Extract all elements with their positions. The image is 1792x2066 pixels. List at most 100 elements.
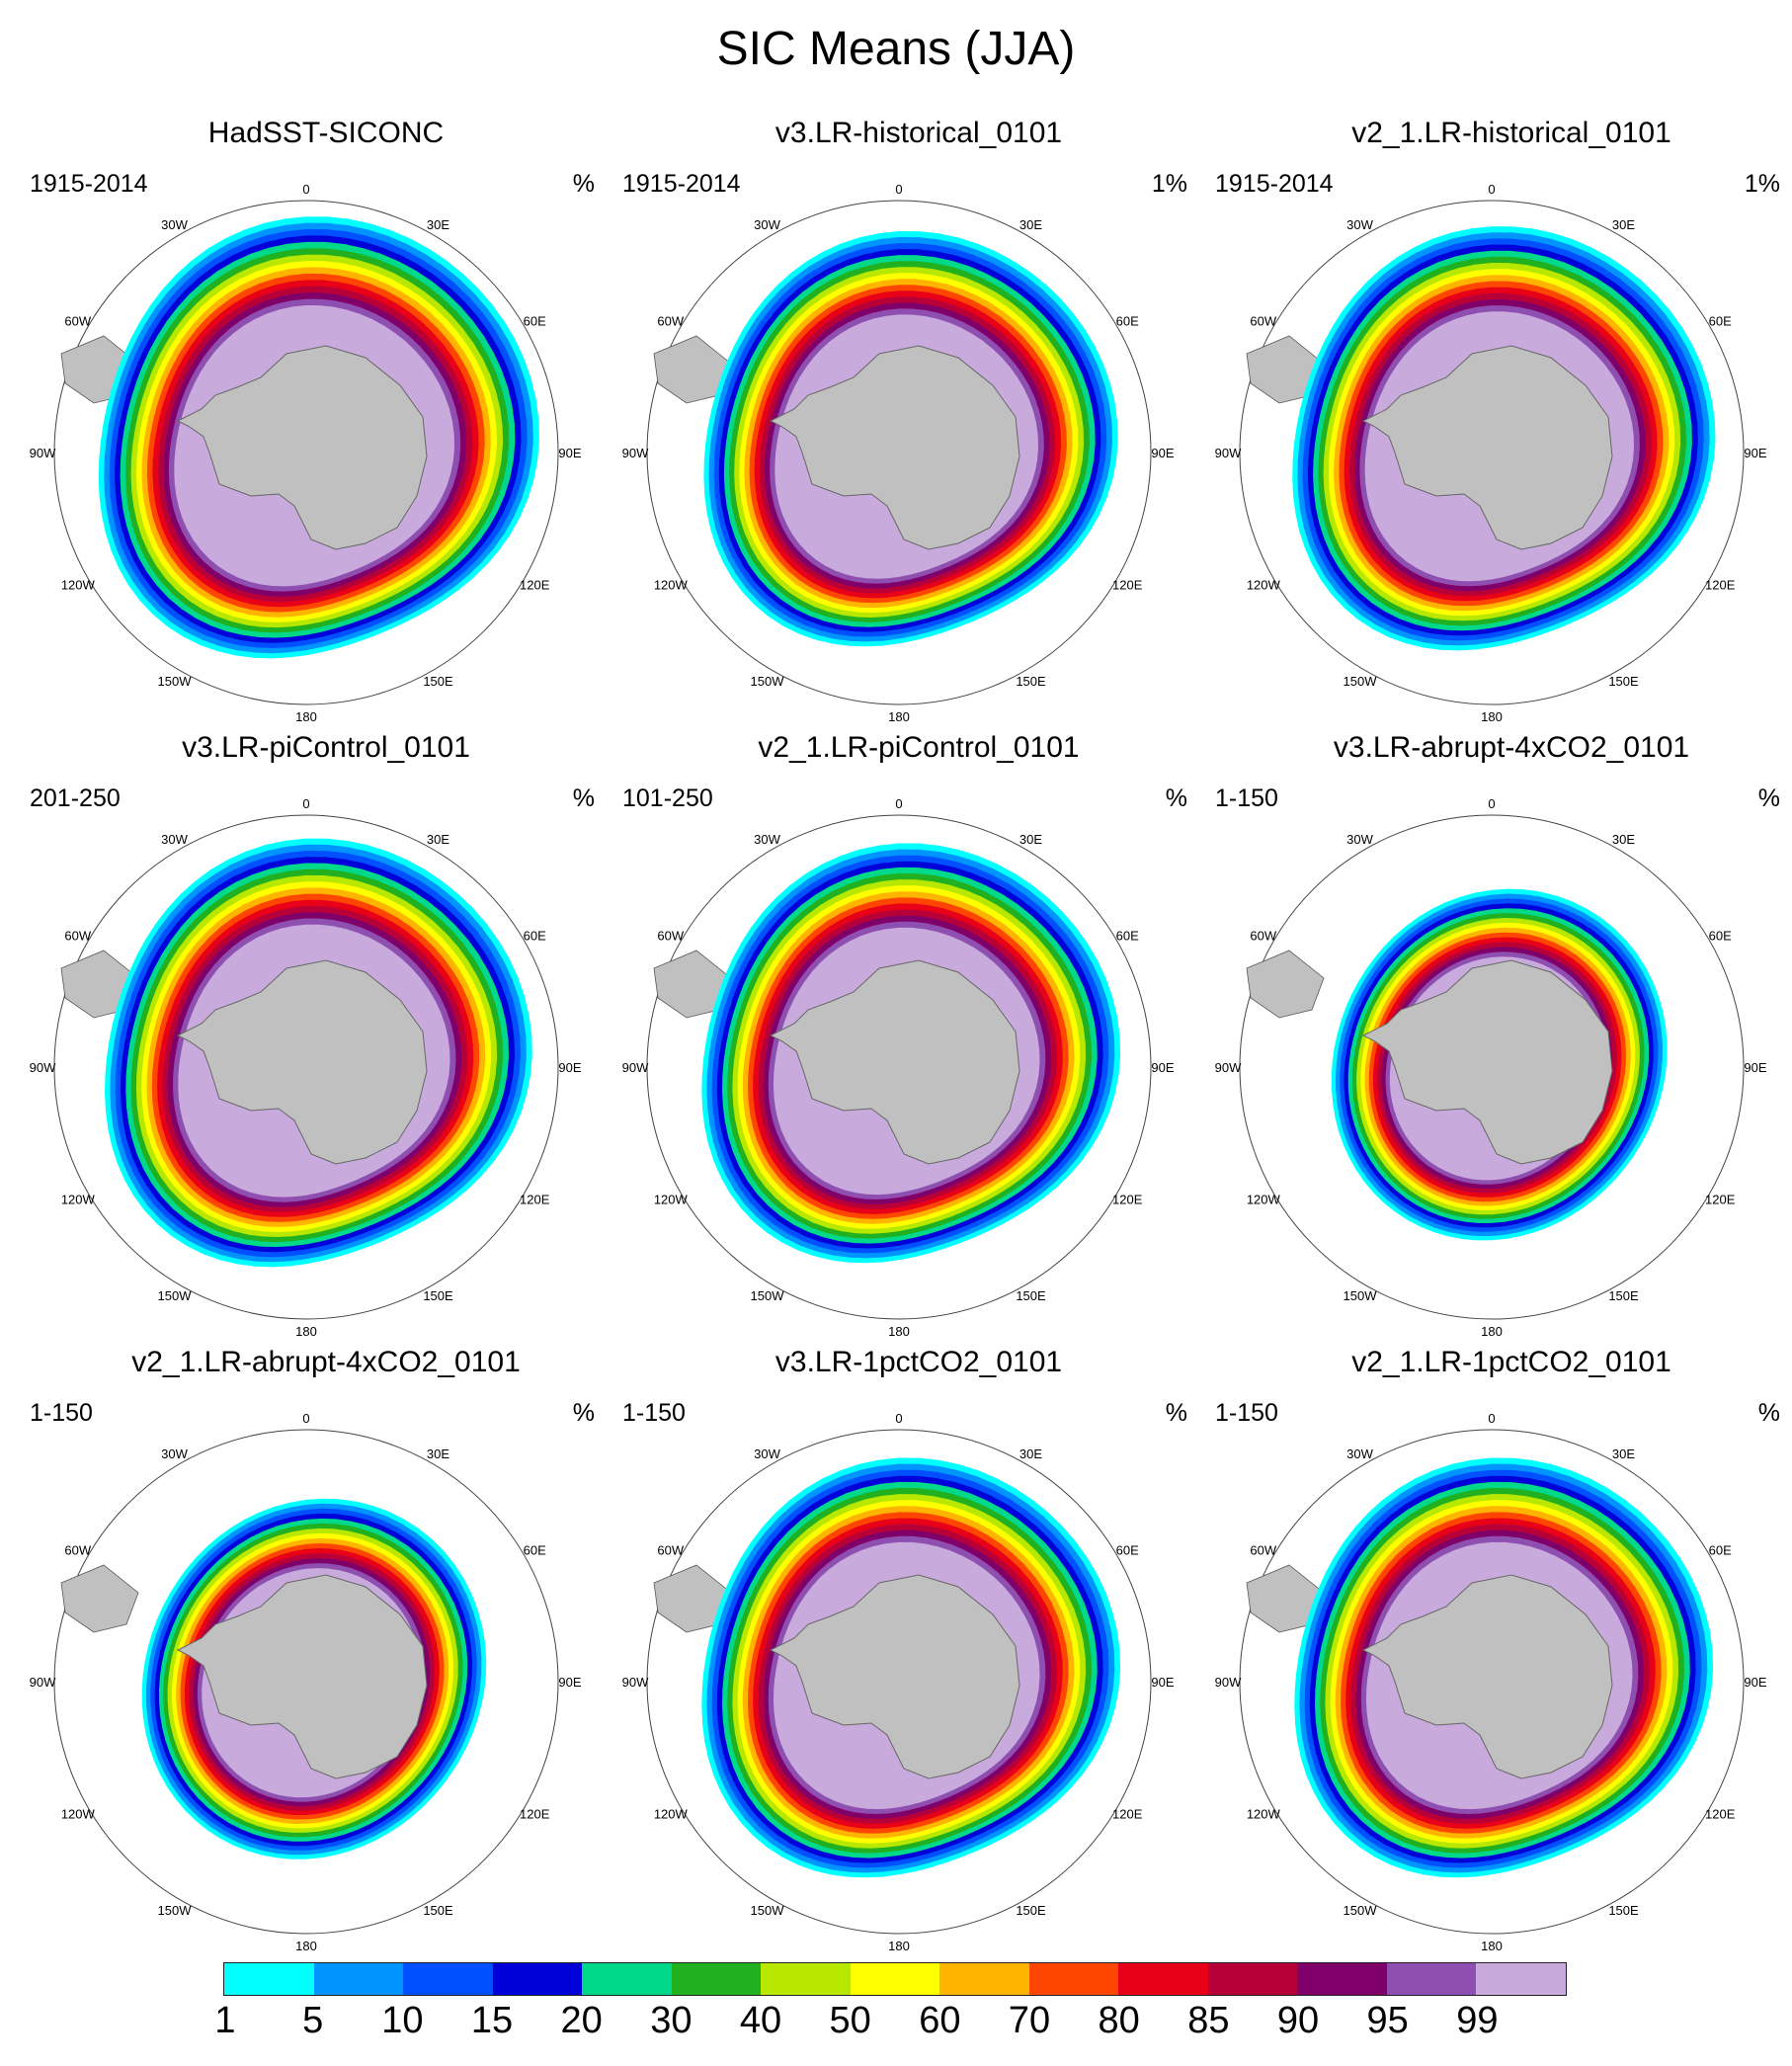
- longitude-label: 60W: [657, 929, 684, 944]
- panel-units: %: [1757, 785, 1780, 812]
- panel-title: v3.LR-historical_0101: [774, 117, 1063, 149]
- longitude-label: 180: [295, 1324, 317, 1339]
- longitude-label: 90E: [1744, 446, 1766, 460]
- longitude-label: 150E: [1608, 674, 1639, 689]
- longitude-label: 30E: [1612, 1446, 1635, 1461]
- longitude-label: 30W: [754, 832, 780, 847]
- longitude-label: 90W: [622, 1060, 649, 1075]
- panel-units: 1%: [1151, 170, 1187, 198]
- antarctica-land: [769, 345, 1020, 550]
- longitude-label: 0: [1488, 182, 1495, 197]
- longitude-label: 30E: [1019, 1446, 1042, 1461]
- longitude-label: 180: [1481, 709, 1503, 724]
- colorbar-box: [761, 1963, 851, 1995]
- colorbar-label: 90: [1276, 2000, 1320, 2041]
- longitude-label: 120E: [1705, 578, 1736, 593]
- antarctica-land: [1361, 1574, 1613, 1779]
- panel-title: v2_1.LR-historical_0101: [1351, 117, 1671, 149]
- longitude-label: 60W: [64, 314, 91, 329]
- longitude-label: 120E: [520, 1193, 550, 1207]
- longitude-label: 150W: [751, 1288, 785, 1303]
- longitude-label: 120W: [61, 578, 96, 593]
- longitude-label: 30E: [427, 1446, 449, 1461]
- longitude-label: 60E: [1116, 314, 1139, 329]
- longitude-label: 60W: [1250, 314, 1276, 329]
- colorbar-label: 99: [1456, 2000, 1499, 2041]
- colorbar-label: 95: [1366, 2000, 1409, 2041]
- polar-map: 0 30E 60E 90E 120E 150E 180 150W 120W 90W 60W 30W: [1215, 182, 1767, 724]
- panel-period: 201-250: [30, 785, 121, 812]
- longitude-label: 150E: [423, 1288, 453, 1303]
- longitude-label: 180: [888, 1324, 910, 1339]
- longitude-label: 120E: [520, 578, 550, 593]
- panel-period: 1-150: [30, 1399, 93, 1427]
- map-panel: v2_1.LR-1pctCO2_0101 1-150% 0 30E 60E 90E 120E…: [1215, 1346, 1792, 1958]
- longitude-label: 0: [895, 182, 902, 197]
- longitude-label: 0: [302, 182, 309, 197]
- longitude-label: 90E: [558, 1060, 581, 1075]
- colorbar: [223, 1962, 1567, 1996]
- colorbar-box: [850, 1963, 940, 1995]
- polar-map: 0 30E 60E 90E 120E 150E 180 150W 120W 90W 60W 30W: [1215, 796, 1767, 1339]
- longitude-label: 30E: [427, 217, 449, 232]
- longitude-label: 30W: [1346, 217, 1373, 232]
- longitude-label: 60E: [1709, 929, 1732, 944]
- map-panel: v3.LR-historical_0101 1915-2014 1% 0 30E 60E 9…: [622, 117, 1215, 729]
- colorbar-label: 85: [1187, 2000, 1230, 2041]
- longitude-label: 60E: [1116, 929, 1139, 944]
- colorbar-box: [313, 1963, 404, 1995]
- longitude-label: 150W: [1344, 1903, 1378, 1918]
- map-panel: v2_1.LR-piControl_0101 101-250% 0 30E 60E 90E…: [622, 731, 1215, 1344]
- colorbar-label: 50: [829, 2000, 871, 2041]
- south-america-land: [1246, 950, 1325, 1019]
- longitude-label: 90E: [558, 1675, 581, 1690]
- colorbar-box: [1028, 1963, 1119, 1995]
- longitude-label: 120W: [654, 1193, 689, 1207]
- longitude-label: 120E: [1112, 578, 1143, 593]
- longitude-label: 150W: [1344, 674, 1378, 689]
- longitude-label: 60W: [657, 314, 684, 329]
- panel-title: v2_1.LR-abrupt-4xCO2_0101: [131, 1346, 521, 1378]
- colorbar-label: 20: [560, 2000, 603, 2041]
- panel-period: 1-150: [1215, 785, 1278, 812]
- longitude-label: 120E: [1705, 1193, 1736, 1207]
- colorbar-box: [403, 1963, 493, 1995]
- longitude-label: 150W: [158, 1903, 193, 1918]
- longitude-label: 90E: [1151, 1675, 1174, 1690]
- panel-units: %: [572, 785, 595, 812]
- colorbar-box: [1297, 1963, 1387, 1995]
- panel-title: v2_1.LR-piControl_0101: [758, 731, 1080, 764]
- colorbar-label: 30: [650, 2000, 692, 2041]
- colorbar-box: [939, 1963, 1029, 1995]
- longitude-label: 30E: [1019, 217, 1042, 232]
- longitude-label: 90W: [622, 446, 649, 460]
- colorbar-labels: 1 5 10 15 20 30 40 50 60 70 80 85 90 95 99: [214, 2000, 1567, 2049]
- antarctica-land: [769, 959, 1020, 1165]
- panel-units: %: [1757, 1399, 1780, 1427]
- longitude-label: 90W: [622, 1675, 649, 1690]
- longitude-label: 30E: [1612, 832, 1635, 847]
- longitude-label: 150E: [423, 674, 453, 689]
- polar-map: 0 30E 60E 90E 120E 150E 180 150W 120W 90W 60W 30W: [622, 182, 1175, 724]
- longitude-label: 90E: [1151, 1060, 1174, 1075]
- panel-units: %: [1165, 1399, 1187, 1427]
- longitude-label: 90W: [30, 1060, 56, 1075]
- longitude-label: 60E: [524, 929, 546, 944]
- longitude-label: 60W: [1250, 929, 1276, 944]
- map-panel: v3.LR-piControl_0101 201-250% 0 30E 60E 90E 12…: [30, 731, 622, 1344]
- longitude-label: 90W: [30, 446, 56, 460]
- longitude-label: 150W: [751, 674, 785, 689]
- longitude-label: 90W: [30, 1675, 56, 1690]
- map-panel: v3.LR-1pctCO2_0101 1-150% 0 30E 60E 90E 120E 15…: [622, 1346, 1215, 1958]
- antarctica-land: [769, 1574, 1020, 1779]
- longitude-label: 30W: [1346, 1446, 1373, 1461]
- longitude-label: 150W: [751, 1903, 785, 1918]
- colorbar-box: [492, 1963, 583, 1995]
- longitude-label: 120W: [61, 1193, 96, 1207]
- longitude-label: 90W: [1215, 1060, 1242, 1075]
- longitude-label: 120E: [520, 1807, 550, 1822]
- longitude-label: 30W: [754, 1446, 780, 1461]
- longitude-label: 30W: [161, 832, 188, 847]
- longitude-label: 60W: [657, 1543, 684, 1558]
- longitude-label: 120W: [1247, 1807, 1281, 1822]
